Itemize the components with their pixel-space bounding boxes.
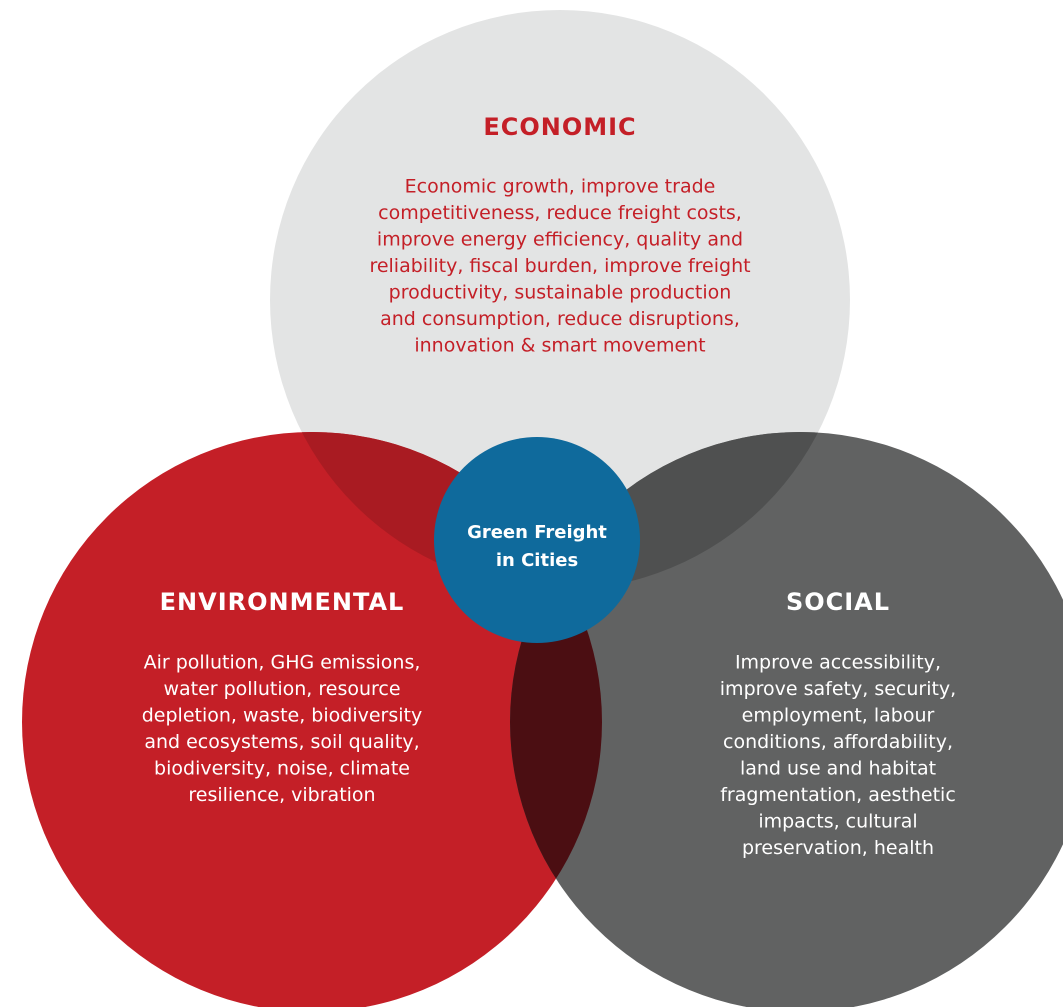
node-title: ENVIRONMENTAL — [160, 588, 405, 616]
node-text: water pollution, resource — [163, 678, 400, 700]
node-text: improve energy efficiency, quality and — [377, 229, 743, 251]
node-text: conditions, affordability, — [723, 731, 953, 753]
node-text: biodiversity, noise, climate — [154, 758, 410, 780]
center-label: Green Freight — [467, 522, 607, 543]
node-title: ECONOMIC — [483, 113, 636, 141]
node-text: depletion, waste, biodiversity — [142, 705, 422, 727]
node-text: preservation, health — [742, 837, 934, 859]
node-text: and consumption, reduce disruptions, — [380, 308, 740, 330]
node-text: innovation & smart movement — [414, 335, 705, 357]
labels: ECONOMIC Economic growth, improve trade co… — [142, 113, 956, 859]
node-text: land use and habitat — [740, 758, 936, 780]
node-title: SOCIAL — [786, 588, 890, 616]
node-text: impacts, cultural — [758, 811, 917, 833]
node-text: Air pollution, GHG emissions, — [144, 652, 421, 674]
node-text: Economic growth, improve trade — [405, 176, 716, 198]
node-text: fragmentation, aesthetic — [720, 784, 956, 806]
node-text: productivity, sustainable production — [389, 282, 732, 304]
node-text: employment, labour — [742, 705, 935, 727]
center-circle — [434, 437, 640, 643]
economic-circle — [270, 10, 850, 590]
node-text: competitiveness, reduce freight costs, — [378, 202, 742, 224]
node-text: improve safety, security, — [720, 678, 956, 700]
node-text: resilience, vibration — [188, 784, 375, 806]
center-label: in Cities — [496, 550, 578, 571]
node-text: Improve accessibility, — [735, 652, 941, 674]
node-text: reliability, fiscal burden, improve frei… — [369, 255, 750, 277]
node-text: and ecosystems, soil quality, — [144, 731, 419, 753]
